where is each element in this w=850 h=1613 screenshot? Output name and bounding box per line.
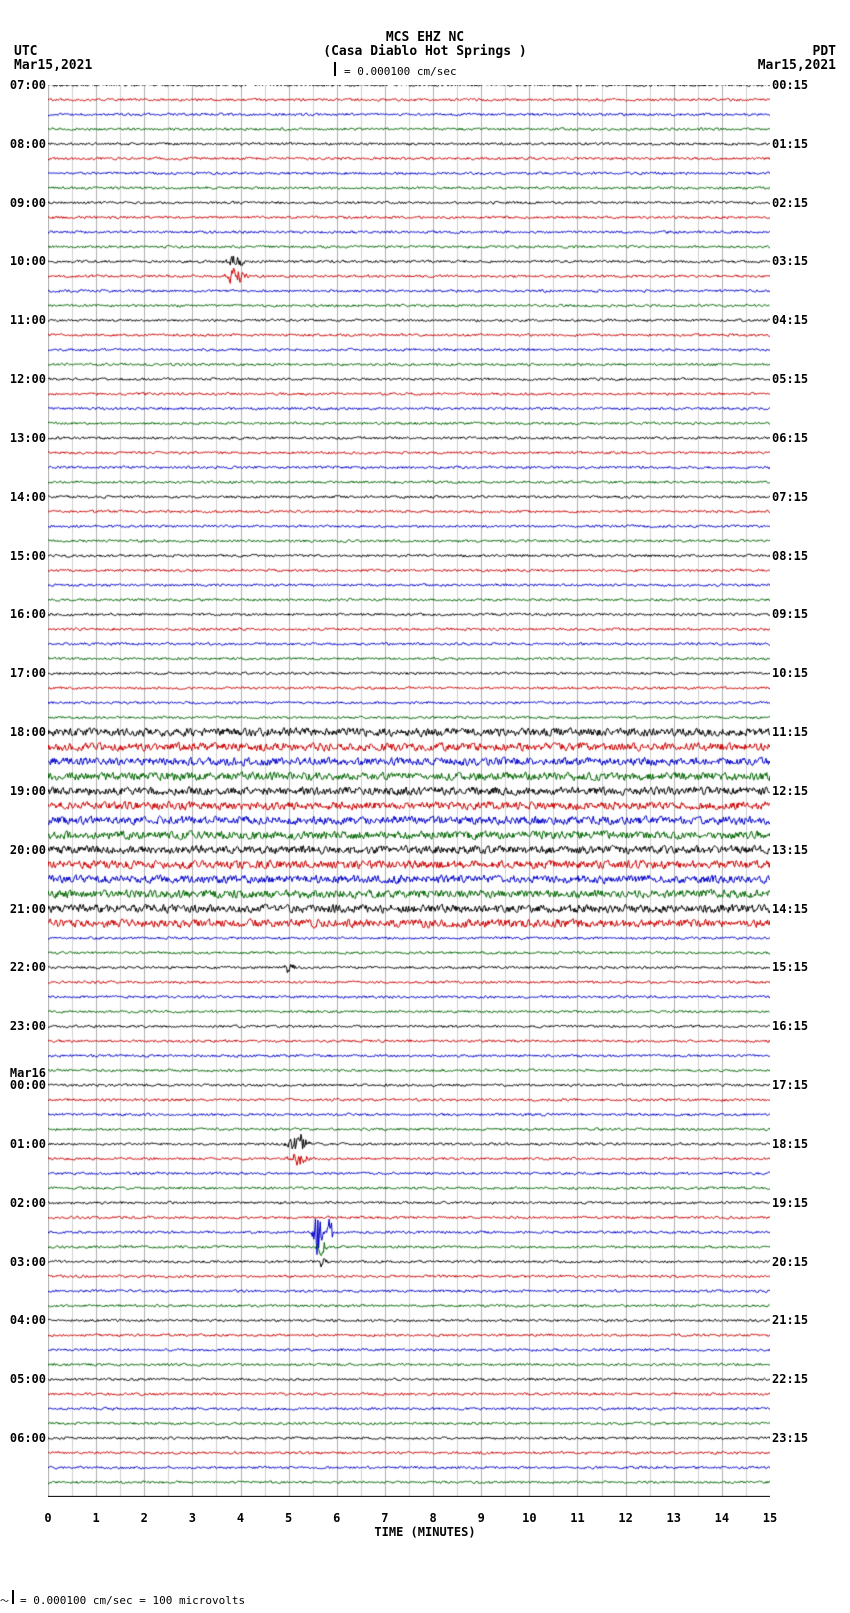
x-tick: 1 [93, 1511, 100, 1525]
station-code: MCS EHZ NC [386, 30, 464, 45]
y-label-right: 05:15 [772, 372, 808, 386]
x-tick: 14 [715, 1511, 729, 1525]
y-label-left: 16:00 [2, 607, 46, 621]
y-label-right: 17:15 [772, 1078, 808, 1092]
y-label-right: 06:15 [772, 431, 808, 445]
y-label-right: 22:15 [772, 1372, 808, 1386]
y-label-left: 03:00 [2, 1255, 46, 1269]
y-label-right: 11:15 [772, 725, 808, 739]
y-label-right: 16:15 [772, 1019, 808, 1033]
y-label-left: 10:00 [2, 254, 46, 268]
y-label-left: 09:00 [2, 196, 46, 210]
footer-prefix: ～ [0, 1594, 9, 1607]
y-label-right: 08:15 [772, 549, 808, 563]
y-label-left: 17:00 [2, 666, 46, 680]
y-label-left: 08:00 [2, 137, 46, 151]
y-label-left: 02:00 [2, 1196, 46, 1210]
y-label-left: 06:00 [2, 1431, 46, 1445]
y-label-right: 07:15 [772, 490, 808, 504]
x-tick: 7 [381, 1511, 388, 1525]
y-label-left: 14:00 [2, 490, 46, 504]
y-label-left: 04:00 [2, 1313, 46, 1327]
y-label-left: 19:00 [2, 784, 46, 798]
y-label-right: 04:15 [772, 313, 808, 327]
x-tick: 15 [763, 1511, 777, 1525]
left-timezone: UTC [14, 44, 37, 59]
right-timezone: PDT [813, 44, 836, 59]
y-label-left: 05:00 [2, 1372, 46, 1386]
y-label-right: 19:15 [772, 1196, 808, 1210]
x-axis-title: TIME (MINUTES) [374, 1525, 475, 1539]
y-label-right: 14:15 [772, 902, 808, 916]
y-label-left: 22:00 [2, 960, 46, 974]
y-label-left: 21:00 [2, 902, 46, 916]
y-label-right: 02:15 [772, 196, 808, 210]
scale-bar-top [334, 62, 336, 76]
seismogram-plot [48, 85, 770, 1497]
y-label-right: 18:15 [772, 1137, 808, 1151]
y-label-left: 23:00 [2, 1019, 46, 1033]
x-tick: 8 [429, 1511, 436, 1525]
station-name: (Casa Diablo Hot Springs ) [323, 44, 527, 59]
seismogram-container: MCS EHZ NC (Casa Diablo Hot Springs ) UT… [0, 0, 850, 1613]
y-label-left: 11:00 [2, 313, 46, 327]
x-tick: 2 [141, 1511, 148, 1525]
y-label-right: 12:15 [772, 784, 808, 798]
y-label-left: 07:00 [2, 78, 46, 92]
scale-bar-footer [12, 1590, 14, 1604]
y-label-right: 01:15 [772, 137, 808, 151]
x-tick: 5 [285, 1511, 292, 1525]
y-label-right: 00:15 [772, 78, 808, 92]
y-label-right: 10:15 [772, 666, 808, 680]
y-label-left: 15:00 [2, 549, 46, 563]
x-tick: 13 [666, 1511, 680, 1525]
y-label-right: 21:15 [772, 1313, 808, 1327]
x-tick: 9 [478, 1511, 485, 1525]
y-label-right: 13:15 [772, 843, 808, 857]
x-tick: 10 [522, 1511, 536, 1525]
y-label-left: 00:00 [2, 1078, 46, 1092]
y-label-left: 13:00 [2, 431, 46, 445]
left-date: Mar15,2021 [14, 58, 92, 73]
y-label-right: 23:15 [772, 1431, 808, 1445]
footer-text: = 0.000100 cm/sec = 100 microvolts [20, 1594, 245, 1607]
x-tick: 11 [570, 1511, 584, 1525]
y-label-left: 01:00 [2, 1137, 46, 1151]
y-label-right: 09:15 [772, 607, 808, 621]
y-label-right: 03:15 [772, 254, 808, 268]
y-label-left: 12:00 [2, 372, 46, 386]
x-tick: 12 [618, 1511, 632, 1525]
x-tick: 6 [333, 1511, 340, 1525]
y-label-left: 18:00 [2, 725, 46, 739]
x-tick: 0 [44, 1511, 51, 1525]
y-label-right: 15:15 [772, 960, 808, 974]
y-label-left: 20:00 [2, 843, 46, 857]
right-date: Mar15,2021 [758, 58, 836, 73]
y-label-right: 20:15 [772, 1255, 808, 1269]
x-tick: 3 [189, 1511, 196, 1525]
x-tick: 4 [237, 1511, 244, 1525]
scale-value: = 0.000100 cm/sec [344, 65, 457, 78]
